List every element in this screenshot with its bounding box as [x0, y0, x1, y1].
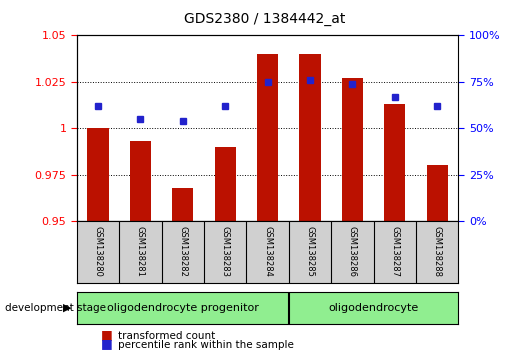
- Text: oligodendrocyte progenitor: oligodendrocyte progenitor: [107, 303, 259, 313]
- Text: percentile rank within the sample: percentile rank within the sample: [118, 340, 294, 350]
- Text: oligodendrocyte: oligodendrocyte: [329, 303, 419, 313]
- Text: ■: ■: [101, 327, 112, 341]
- Bar: [427, 165, 448, 221]
- Text: GSM138284: GSM138284: [263, 226, 272, 277]
- Bar: [257, 54, 278, 221]
- Text: GSM138286: GSM138286: [348, 226, 357, 277]
- Bar: [299, 54, 321, 221]
- Text: ■: ■: [101, 337, 112, 350]
- Text: ▶: ▶: [63, 303, 72, 313]
- Text: GDS2380 / 1384442_at: GDS2380 / 1384442_at: [184, 12, 346, 27]
- Text: GSM138285: GSM138285: [306, 226, 314, 277]
- Bar: [130, 141, 151, 221]
- Bar: [87, 128, 109, 221]
- Bar: [342, 78, 363, 221]
- Bar: [172, 188, 193, 221]
- Bar: [384, 104, 405, 221]
- Text: GSM138288: GSM138288: [433, 226, 441, 277]
- Text: transformed count: transformed count: [118, 331, 215, 341]
- Text: GSM138287: GSM138287: [391, 226, 399, 277]
- Bar: [215, 147, 236, 221]
- Text: GSM138280: GSM138280: [94, 226, 102, 277]
- Text: development stage: development stage: [5, 303, 107, 313]
- Text: GSM138282: GSM138282: [179, 226, 187, 277]
- Text: GSM138281: GSM138281: [136, 226, 145, 277]
- Text: GSM138283: GSM138283: [221, 226, 229, 277]
